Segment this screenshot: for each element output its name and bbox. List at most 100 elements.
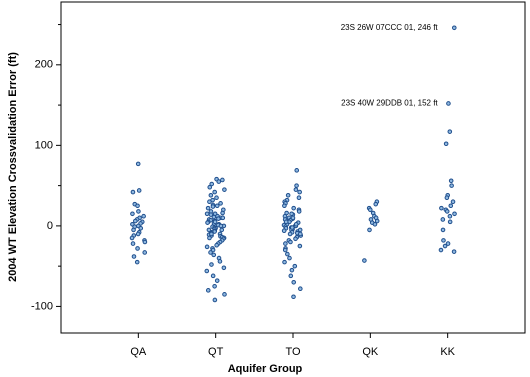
data-point [142,239,148,245]
data-point [441,238,446,243]
data-point [212,297,218,303]
y-tick-label: 0 [47,220,53,232]
data-point [287,231,293,237]
data-point [294,168,300,173]
data-point [448,178,454,184]
data-point [297,243,303,249]
data-point [220,210,225,216]
data-point [283,241,288,246]
data-point [446,101,451,106]
data-point [206,227,212,233]
x-tick-label: KK [440,346,455,358]
y-tick-label: 100 [35,139,53,151]
data-point [449,183,454,188]
data-point [447,219,453,225]
data-point [135,161,141,167]
data-point [205,205,211,211]
data-point [141,213,146,219]
data-point [440,227,446,233]
y-tick-label: -100 [31,300,53,312]
data-point [442,243,448,249]
data-point [216,179,222,184]
data-point [443,141,449,147]
data-point [285,251,290,257]
data-point [297,189,302,195]
x-tick-label: TO [285,346,301,358]
data-point [218,201,223,206]
data-point [204,244,210,250]
data-point [293,187,299,192]
data-point [210,204,216,209]
data-point [138,226,144,231]
data-point [217,259,223,264]
annotation: 23S 26W 07CCC 01, 246 ft [341,23,439,32]
x-tick-label: QA [130,346,147,358]
data-point [289,211,294,217]
y-axis-label: 2004 WT Elevation Crossvalidation Error … [7,52,19,282]
data-point [212,283,217,289]
data-point [293,236,298,242]
data-point [373,201,379,207]
data-point [285,192,291,198]
data-point [204,268,210,274]
data-point [135,203,140,209]
data-point [131,227,136,233]
x-tick-label: QT [208,346,224,358]
data-point [451,25,457,31]
data-point [296,209,302,214]
data-point [444,195,450,201]
data-point [220,215,226,221]
data-point [368,207,373,213]
data-point [131,254,137,259]
data-point [445,241,451,246]
y-tick-label: 200 [35,59,53,71]
data-point [447,213,453,219]
data-point [296,195,302,201]
data-point [136,188,142,193]
data-point [283,219,289,225]
data-point [207,184,213,190]
data-point [211,252,217,258]
data-point [438,247,444,253]
data-point [374,218,380,224]
data-point [221,265,227,271]
data-point [208,250,213,255]
data-point [214,195,219,201]
data-point [207,235,212,241]
x-axis-label: Aquifer Group [228,363,303,375]
data-point [130,211,135,217]
data-point [205,220,210,225]
data-point [207,199,212,205]
data-point [282,203,287,209]
data-point [362,258,367,263]
data-point [444,209,450,214]
data-point [294,183,299,188]
data-point [447,129,453,134]
data-point [212,189,217,195]
data-point [212,219,218,225]
data-point [130,189,136,195]
data-point [367,227,372,233]
x-tick-label: QK [362,346,379,358]
data-point [290,215,296,221]
data-point [288,273,294,279]
data-point [142,250,148,255]
annotation: 23S 40W 29DDB 01, 152 ft [341,99,438,108]
data-point [219,227,225,233]
data-point [452,211,457,217]
data-point [292,263,298,269]
data-point [281,228,287,234]
data-point [372,221,378,227]
data-point [135,231,141,237]
data-point [209,231,214,237]
data-point [297,227,303,233]
data-point [287,255,292,261]
data-point [291,205,296,211]
data-point [282,259,287,265]
data-point [291,279,297,285]
data-point [448,203,454,209]
data-point [291,294,296,300]
data-point [130,241,136,246]
data-point [208,192,214,198]
data-point [135,246,140,251]
